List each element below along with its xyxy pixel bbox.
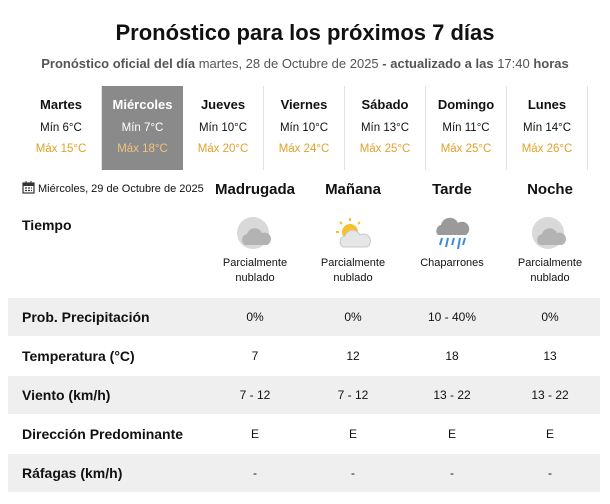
row-value: 10 - 40% [427,310,477,324]
row-label: Ráfagas (km/h) [22,465,123,481]
icon-showers [436,217,470,250]
day-min: Mín 10°C [279,122,329,134]
table-row: Ráfagas (km/h) - - - - [8,454,600,492]
sky-description: Chaparrones [420,257,484,269]
day-tab[interactable]: Domingo Mín 11°C Máx 25°C [426,86,507,170]
day-min: Mín 6°C [40,122,82,134]
day-max: Máx 26°C [521,143,573,155]
row-label: Dirección Predominante [22,426,184,442]
row-value: 7 [251,349,259,363]
row-value: 18 [445,349,459,363]
updated-time: 17:40 [497,56,530,71]
subtitle: Pronóstico oficial del día martes, 28 de… [0,56,610,71]
icon-cloud-sun [336,218,371,248]
row-value: E [250,427,259,441]
row-value: E [348,427,357,441]
row-value: 0% [344,310,362,324]
table-row: Viento (km/h) 7 - 12 7 - 12 13 - 22 13 - 22 [8,376,600,414]
sky-description: Parcialmente nublado [320,257,386,284]
day-min: Mín 10°C [198,122,248,134]
day-min: Mín 11°C [442,122,490,134]
day-name: Miércoles [112,97,173,112]
day-max: Máx 25°C [440,143,492,155]
day-name: Martes [40,97,82,112]
table-row: Prob. Precipitación 0% 0% 10 - 40% 0% [8,298,600,336]
sky-description: Parcialmente nublado [222,257,288,284]
row-value: E [447,427,456,441]
row-value: 0% [541,310,559,324]
day-name: Sábado [361,97,409,112]
row-value: 13 [543,349,557,363]
subtitle-date: martes, 28 de Octubre de 2025 [198,56,379,71]
table-row: Temperatura (°C) 7 12 18 13 [8,337,600,375]
period-header: Tarde [432,181,472,198]
row-value: 7 - 12 [337,388,369,402]
day-tab[interactable]: Sábado Mín 13°C Máx 25°C [345,86,426,170]
day-tab[interactable]: Martes Mín 6°C Máx 15°C [21,86,102,170]
day-max: Máx 15°C [35,143,87,155]
title: Pronóstico para los próximos 7 días [115,20,495,45]
row-value: 12 [346,349,360,363]
day-min: Mín 7°C [121,122,164,134]
table-row: Dirección Predominante E E E E [8,415,600,453]
day-name: Viernes [280,97,328,112]
row-value: - [351,466,355,480]
time-unit: horas [533,56,569,71]
row-value: - [548,466,552,480]
period-header: Mañana [325,181,381,198]
row-value: 13 - 22 [531,388,569,402]
row-value: - [253,466,257,480]
day-max: Máx 25°C [359,143,411,155]
updated-label: - actualizado a las [382,56,494,71]
row-label: Prob. Precipitación [22,309,150,325]
day-min: Mín 13°C [360,122,410,134]
row-label: Temperatura (°C) [22,348,135,364]
day-tab[interactable]: Lunes Mín 14°C Máx 26°C [507,86,588,170]
subtitle-label: Pronóstico oficial del día [41,56,196,71]
day-name: Jueves [200,97,246,112]
day-tab[interactable]: Viernes Mín 10°C Máx 24°C [264,86,345,170]
icon-cloud-night [237,217,271,249]
day-max: Máx 24°C [278,143,330,155]
row-value: 0% [246,310,264,324]
sky-label: Tiempo [22,217,72,233]
row-label: Viento (km/h) [22,387,111,403]
row-value: E [545,427,554,441]
sky-description: Parcialmente nublado [517,257,583,284]
day-name: Domingo [437,97,495,112]
row-value: - [450,466,454,480]
day-max: Máx 20°C [197,143,249,155]
day-name: Lunes [527,97,567,112]
row-value: 13 - 22 [433,388,471,402]
day-min: Mín 14°C [522,122,572,134]
day-tab[interactable]: Miércoles Mín 7°C Máx 18°C [102,86,183,170]
day-tab[interactable]: Jueves Mín 10°C Máx 20°C [183,86,264,170]
calendar-icon [22,181,35,194]
period-header: Noche [527,181,573,198]
icon-cloud-night [532,217,566,249]
row-value: 7 - 12 [239,388,271,402]
period-header: Madrugada [214,181,295,198]
forecast-date: Miércoles, 29 de Octubre de 2025 [38,183,204,195]
day-max: Máx 18°C [117,143,168,155]
